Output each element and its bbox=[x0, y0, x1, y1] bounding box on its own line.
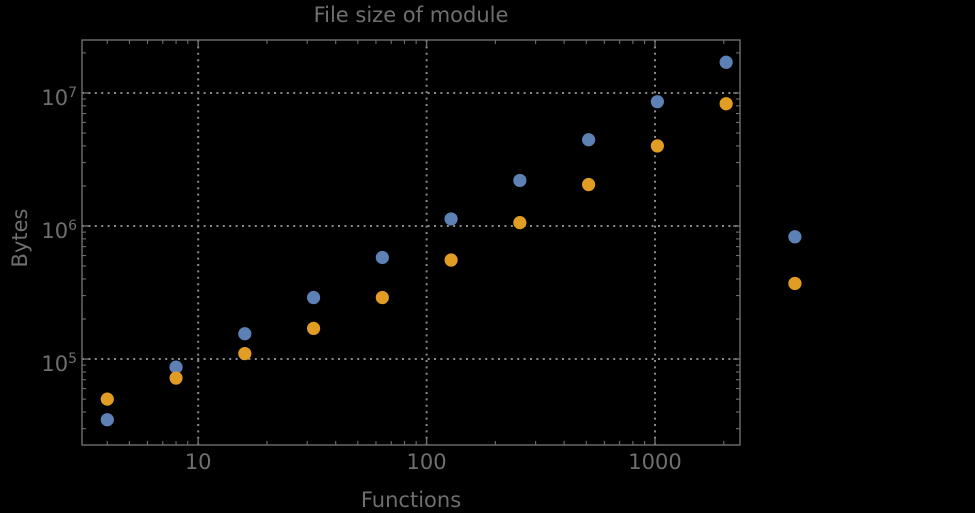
data-point-blue bbox=[444, 212, 458, 226]
data-point-orange bbox=[788, 276, 802, 291]
data-point-blue bbox=[169, 360, 183, 374]
data-point-blue bbox=[513, 173, 527, 188]
x-axis-title: Functions bbox=[360, 488, 462, 512]
data-point-orange bbox=[306, 321, 321, 335]
data-point-blue bbox=[375, 250, 389, 265]
data-point-orange bbox=[719, 97, 733, 111]
data-point-orange bbox=[100, 392, 114, 406]
data-point-blue bbox=[582, 133, 596, 147]
y-tick-label: 105 bbox=[41, 351, 77, 376]
data-point-blue bbox=[719, 55, 733, 69]
data-point-blue bbox=[100, 413, 114, 427]
plot-frame bbox=[81, 39, 741, 446]
data-point-blue bbox=[650, 95, 664, 109]
x-tick-label: 10 bbox=[185, 450, 212, 474]
data-point-orange bbox=[444, 253, 458, 267]
data-point-orange bbox=[650, 139, 664, 153]
data-point-orange bbox=[238, 346, 252, 361]
data-point-blue bbox=[788, 230, 802, 244]
data-point-blue bbox=[306, 290, 321, 305]
data-point-orange bbox=[582, 177, 596, 192]
x-tick-label: 100 bbox=[407, 450, 447, 474]
y-tick-label: 107 bbox=[41, 85, 77, 110]
chart-title: File size of module bbox=[313, 3, 509, 27]
data-point-blue bbox=[238, 327, 252, 341]
data-point-orange bbox=[169, 371, 183, 385]
data-point-orange bbox=[513, 216, 527, 230]
y-tick-label: 106 bbox=[41, 218, 77, 243]
data-point-orange bbox=[375, 290, 389, 305]
y-axis-title: Bytes bbox=[8, 208, 32, 268]
x-tick-label: 1000 bbox=[628, 450, 681, 474]
